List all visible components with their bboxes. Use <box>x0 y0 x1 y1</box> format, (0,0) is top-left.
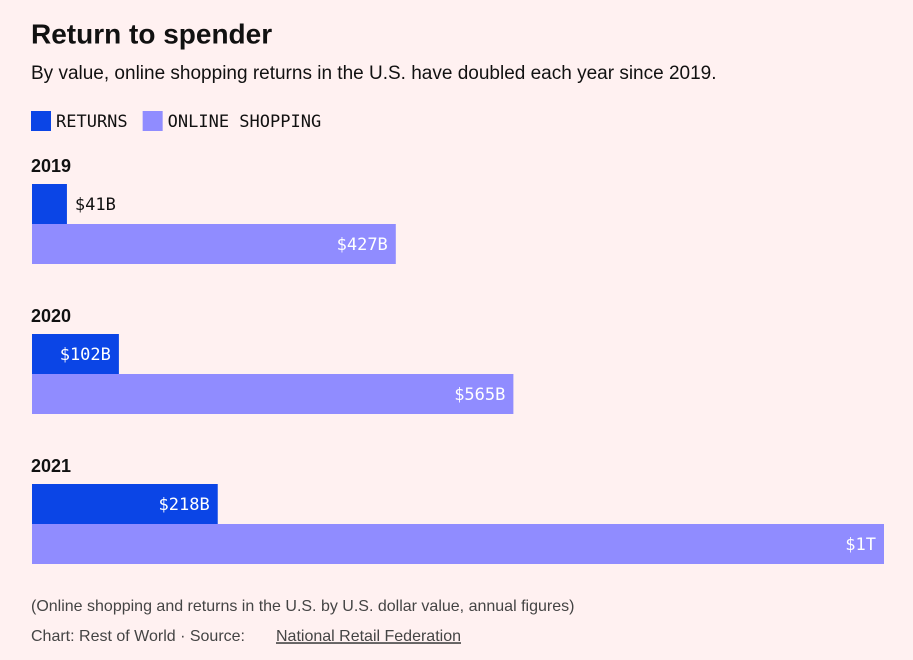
legend-label: RETURNS <box>56 112 128 132</box>
value-label: $102B <box>60 345 111 365</box>
value-label: $565B <box>454 385 505 405</box>
value-label: $218B <box>159 495 210 515</box>
bar <box>32 524 884 564</box>
chart-subtitle: By value, online shopping returns in the… <box>31 63 717 84</box>
value-label: $427B <box>337 235 388 255</box>
bar <box>32 374 514 414</box>
category-label: 2020 <box>31 306 71 326</box>
value-label: $41B <box>75 195 116 215</box>
value-label: $1T <box>845 535 876 555</box>
bar <box>32 224 396 264</box>
category-label: 2019 <box>31 156 71 176</box>
bar <box>32 334 119 374</box>
note: (Online shopping and returns in the U.S.… <box>31 598 574 615</box>
source-link[interactable]: National Retail Federation <box>276 628 461 645</box>
legend-swatch <box>31 111 51 131</box>
bar <box>32 484 218 524</box>
chart-title: Return to spender <box>31 18 272 49</box>
bar <box>32 184 67 224</box>
category-label: 2021 <box>31 456 71 476</box>
legend-label: ONLINE SHOPPING <box>168 112 322 132</box>
legend-swatch <box>142 111 163 131</box>
credit: Chart: Rest of World · Source: <box>31 628 245 645</box>
